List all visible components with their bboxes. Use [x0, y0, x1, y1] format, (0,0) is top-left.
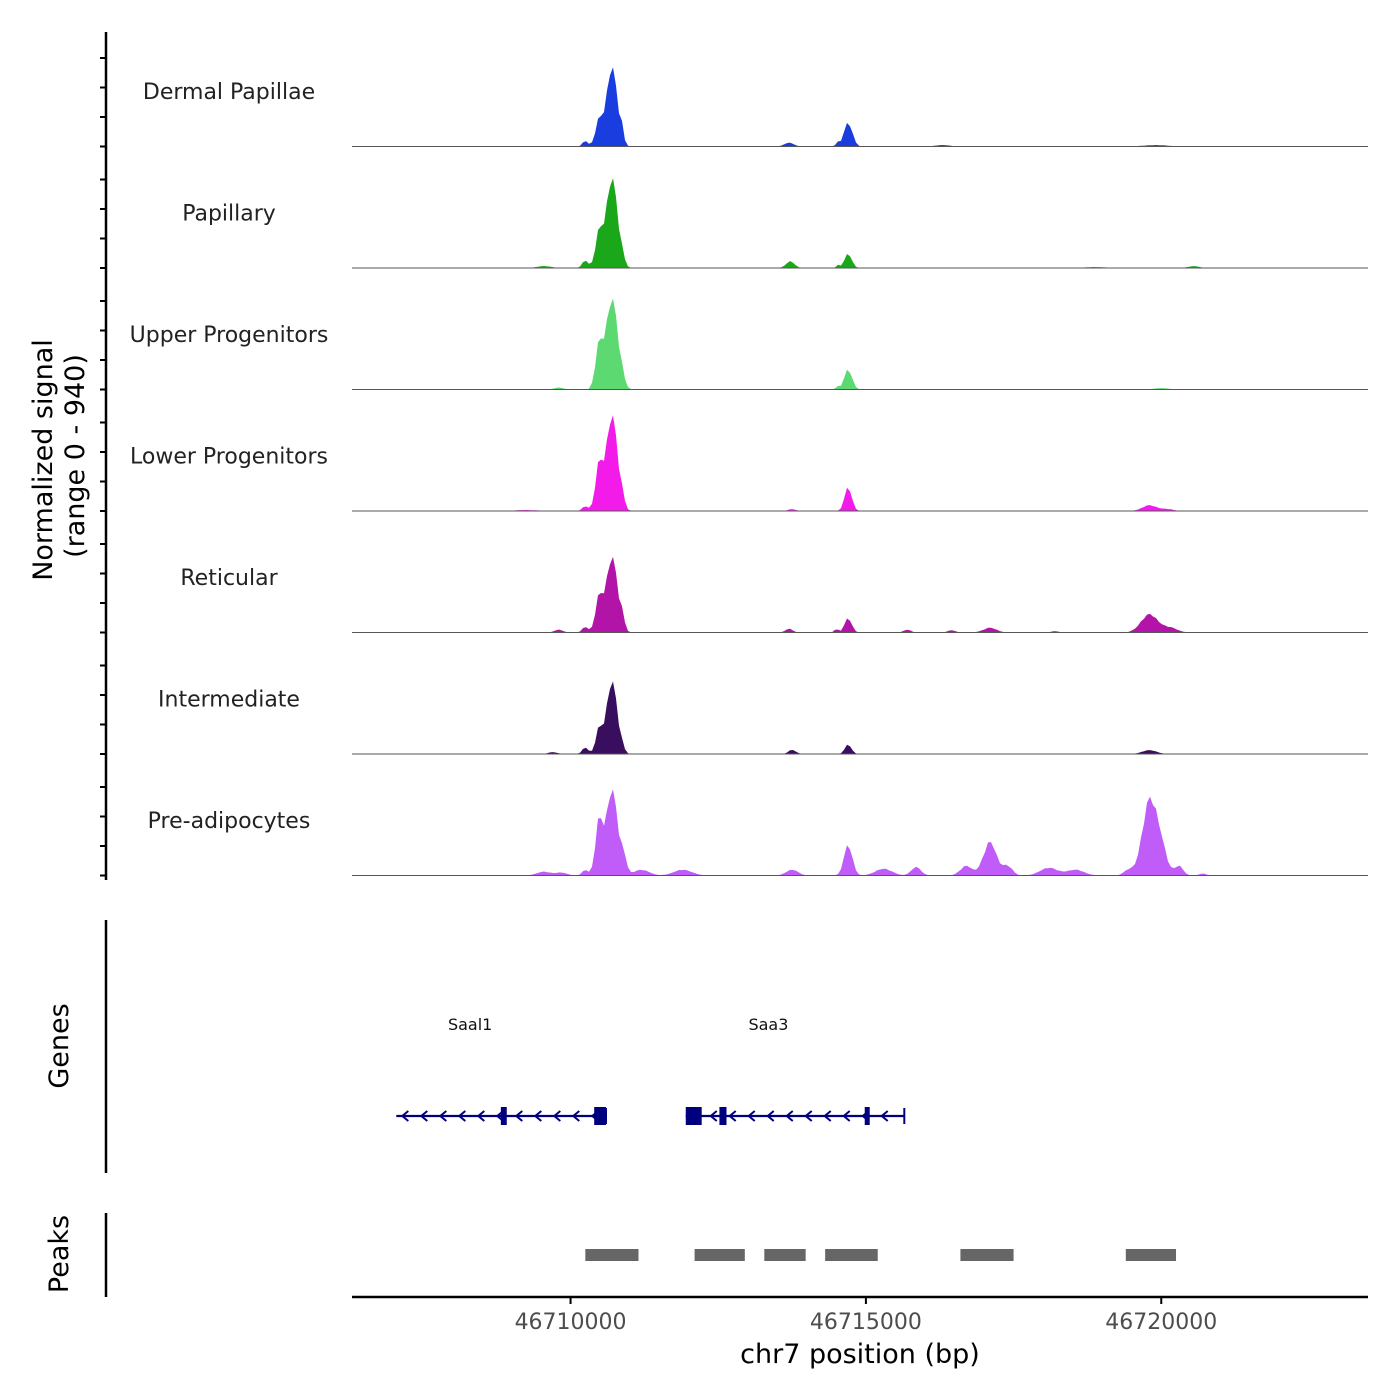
exon [500, 1107, 507, 1125]
strand-arrow [571, 1110, 580, 1122]
y-axis-title-line1: Normalized signal [28, 339, 59, 581]
peak-region [585, 1249, 639, 1261]
track-label: Intermediate [158, 688, 300, 713]
peak-region [1125, 1249, 1177, 1261]
track-label: Reticular [180, 566, 278, 591]
peak-region [960, 1249, 1014, 1261]
peak-region [694, 1249, 745, 1261]
y-axis-title-line2: (range 0 - 940) [60, 354, 91, 558]
track-label: Upper Progenitors [130, 323, 329, 348]
signal-track-labels: Dermal Papillae Papillary Upper Progenitor… [130, 80, 329, 834]
exon [719, 1107, 727, 1125]
strand-arrow [747, 1110, 756, 1122]
signal-area-intermediate [352, 681, 1368, 754]
strand-arrow [476, 1110, 485, 1122]
strand-arrow [533, 1110, 542, 1122]
signal-area-papillary [352, 178, 1368, 268]
strand-arrow [438, 1110, 447, 1122]
exon [594, 1107, 606, 1125]
x-tick-label: 46715000 [810, 1310, 922, 1335]
x-axis-title: chr7 position (bp) [740, 1339, 980, 1370]
strand-arrow [457, 1110, 466, 1122]
track-label: Lower Progenitors [130, 445, 328, 470]
strand-arrow [766, 1110, 775, 1122]
genes-track-title: Genes [44, 1003, 75, 1088]
x-tick-label: 46720000 [1105, 1310, 1217, 1335]
strand-arrow [842, 1110, 851, 1122]
strand-arrow [880, 1110, 889, 1122]
track-label: Papillary [182, 202, 276, 227]
strand-arrow [552, 1110, 561, 1122]
signal-area-pre-adipocytes [352, 789, 1368, 876]
peaks-track [585, 1249, 1177, 1261]
track-label: Pre-adipocytes [148, 809, 311, 834]
signal-area-upper-progenitors [352, 298, 1368, 390]
strand-arrow [400, 1110, 409, 1122]
peak-region [764, 1249, 806, 1261]
y-axes [100, 32, 108, 1297]
x-tick-label: 46710000 [515, 1310, 627, 1335]
strand-arrow [514, 1110, 523, 1122]
signal-area-reticular [352, 556, 1368, 633]
strand-arrow [728, 1110, 737, 1122]
strand-arrow [419, 1110, 428, 1122]
strand-arrow [709, 1110, 718, 1122]
genes-track: Saal1 Saa3 [396, 1015, 906, 1125]
strand-arrow [804, 1110, 813, 1122]
signal-area-dermal-papillae [352, 67, 1368, 147]
strand-arrow [785, 1110, 794, 1122]
track-label: Dermal Papillae [143, 80, 315, 105]
strand-arrow [823, 1110, 832, 1122]
signal-tracks [352, 67, 1368, 876]
gene-label-saa3: Saa3 [748, 1015, 788, 1034]
x-axis: 46710000 46715000 46720000 [352, 1295, 1368, 1335]
peaks-track-title: Peaks [44, 1215, 75, 1293]
signal-area-lower-progenitors [352, 415, 1368, 511]
gene-label-saal1: Saal1 [448, 1015, 492, 1034]
peak-region [825, 1249, 878, 1261]
exon [864, 1107, 870, 1125]
exon [685, 1107, 702, 1125]
